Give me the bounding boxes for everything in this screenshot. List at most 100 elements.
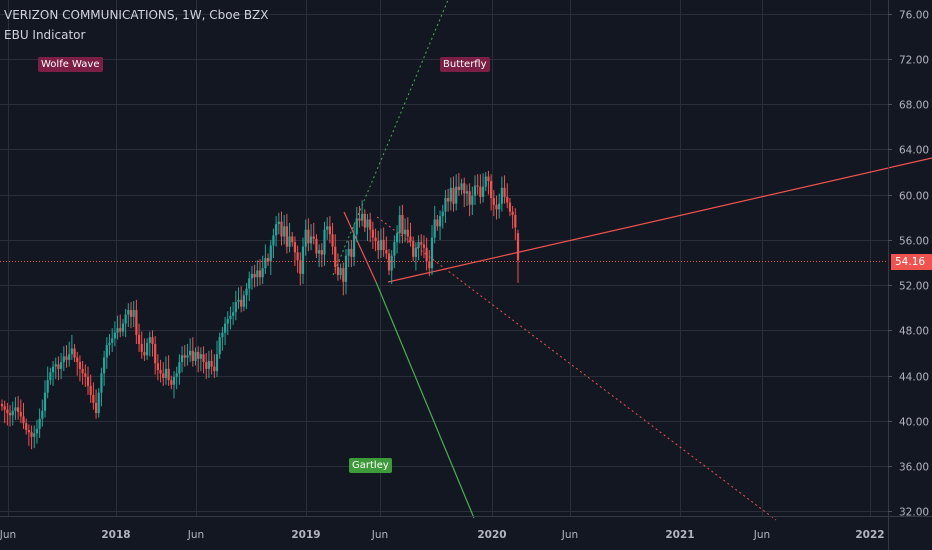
- candle-body: [395, 233, 399, 243]
- time-axis[interactable]: Jun 2018 Jun 2019 Jun 2020 Jun 2021 Jun 2022: [0, 516, 932, 542]
- candle-body: [490, 181, 493, 199]
- candle-body: [70, 348, 73, 355]
- candle-body: [430, 237, 434, 269]
- candle-body: [250, 273, 254, 279]
- candle-body: [487, 176, 490, 182]
- candle: [433, 205, 436, 244]
- price-axis[interactable]: 32.00 36.00 40.00 44.00 48.00 52.00 56.00 60.00…: [888, 0, 929, 550]
- candle: [344, 248, 348, 295]
- candle-body: [178, 362, 181, 374]
- candle: [479, 174, 482, 204]
- candle-body: [256, 270, 259, 278]
- candle-body: [291, 236, 294, 243]
- candle: [471, 186, 474, 215]
- candle-body: [151, 337, 154, 344]
- candle-body: [350, 248, 353, 257]
- candle-body: [11, 410, 14, 416]
- candle-body: [43, 392, 47, 411]
- candle: [275, 216, 278, 247]
- candle: [76, 351, 79, 376]
- candle: [323, 221, 326, 266]
- candle: [495, 195, 498, 220]
- candle-body: [371, 229, 374, 238]
- candle: [473, 175, 477, 205]
- candle: [277, 212, 280, 235]
- candle: [178, 354, 181, 385]
- candle: [516, 229, 520, 283]
- candle-body: [156, 363, 159, 371]
- candle: [3, 400, 6, 424]
- candle: [379, 228, 383, 258]
- candle-body: [412, 241, 415, 257]
- price-tick-label: 36.00: [899, 462, 929, 474]
- candle-body: [218, 337, 221, 355]
- candle-body: [25, 423, 28, 430]
- candle: [503, 175, 506, 204]
- candle: [97, 388, 100, 418]
- candle: [409, 222, 412, 247]
- candle: [46, 366, 49, 399]
- candle: [186, 344, 189, 366]
- candle: [390, 250, 393, 285]
- candle: [417, 235, 420, 261]
- candle-body: [428, 261, 431, 269]
- candle-body: [369, 219, 372, 230]
- candle: [84, 364, 87, 387]
- candlestick-series: [0, 170, 520, 450]
- candle-body: [164, 368, 168, 378]
- candle: [62, 346, 65, 372]
- candle-body: [304, 229, 307, 247]
- candle: [511, 205, 514, 229]
- candle-body: [495, 204, 498, 210]
- candle-body: [135, 310, 138, 335]
- candle: [30, 425, 33, 450]
- candle: [514, 208, 517, 240]
- candle-body: [148, 337, 151, 343]
- candle: [215, 340, 219, 377]
- candle-body: [476, 185, 479, 187]
- symbol-title[interactable]: VERIZON COMMUNICATIONS, 1W, Cboe BZX: [4, 8, 269, 22]
- candle: [508, 198, 512, 217]
- candle: [430, 225, 434, 275]
- candle-body: [484, 176, 487, 187]
- candle-body: [404, 229, 407, 235]
- price-tick-label: 64.00: [899, 145, 929, 157]
- candle: [119, 314, 122, 338]
- candle: [229, 306, 232, 330]
- price-tick-label: 60.00: [899, 191, 929, 203]
- candle-body: [455, 186, 458, 204]
- candle: [377, 230, 380, 260]
- candle-body: [19, 411, 22, 417]
- candle: [414, 242, 417, 271]
- candle-body: [162, 373, 165, 378]
- candle-body: [242, 295, 245, 307]
- candle: [132, 301, 135, 328]
- candle-body: [457, 186, 460, 191]
- candle-body: [62, 356, 65, 363]
- candle: [355, 207, 358, 243]
- candle: [447, 188, 450, 212]
- candle: [41, 399, 44, 427]
- candle: [33, 425, 36, 449]
- time-tick-label: Jun: [561, 529, 578, 541]
- indicator-label[interactable]: EBU Indicator: [4, 28, 86, 42]
- candle: [463, 177, 466, 208]
- candle-body: [197, 351, 200, 359]
- candle: [210, 349, 213, 375]
- candle: [68, 341, 71, 367]
- candle-body: [57, 364, 60, 369]
- candle-body: [465, 191, 469, 194]
- candle-body: [342, 268, 345, 282]
- candle: [334, 234, 337, 274]
- candle: [272, 228, 275, 258]
- candle: [19, 399, 22, 424]
- candle: [143, 338, 146, 361]
- candle: [336, 253, 340, 281]
- candle: [140, 331, 143, 359]
- candle-body: [382, 239, 385, 251]
- candle-body: [285, 226, 288, 247]
- candle-body: [352, 234, 356, 257]
- candle: [307, 218, 310, 252]
- candle-body: [390, 255, 393, 271]
